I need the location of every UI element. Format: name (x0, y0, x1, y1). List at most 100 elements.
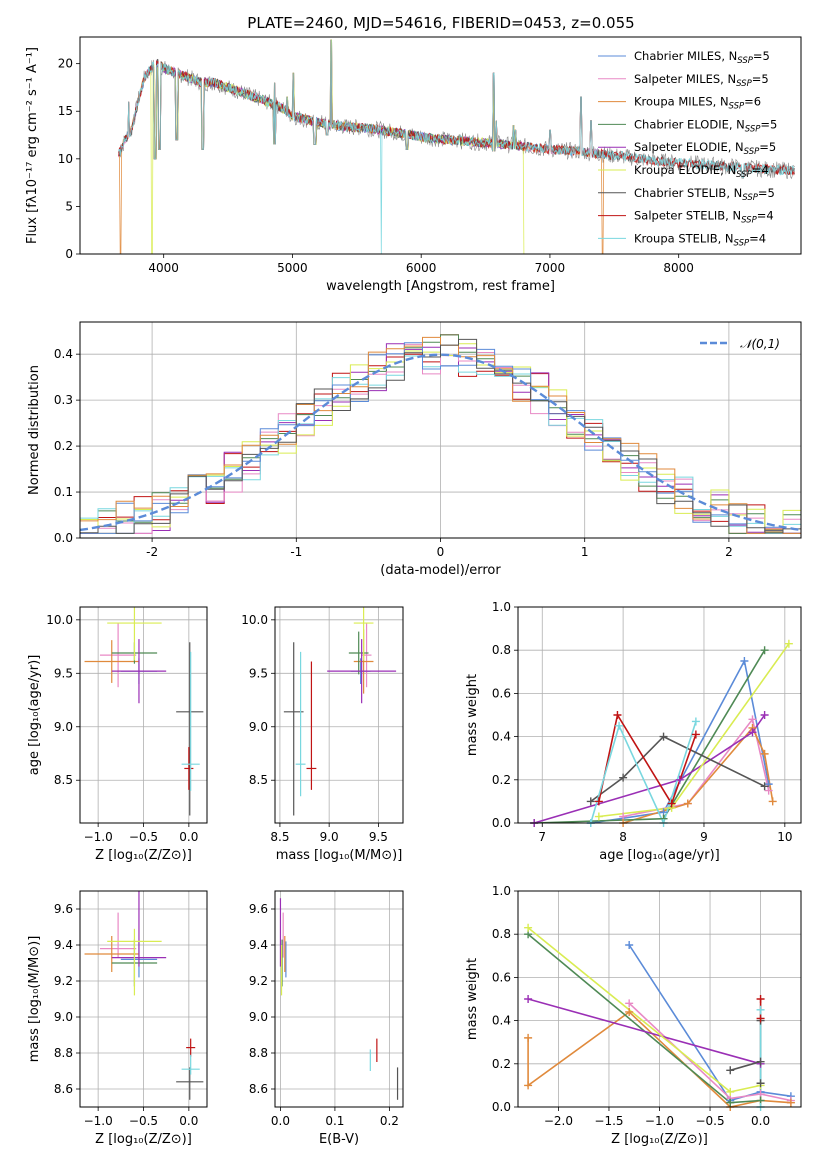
legend-entry: Kroupa STELIB, NSSP=4 (634, 231, 766, 248)
mass-weight-marker (594, 812, 603, 821)
axes-frame (79, 606, 208, 824)
legend-label-tail: =4 (752, 163, 769, 177)
y-axis-label: mass [log₁₀(M/M⊙)] (27, 936, 42, 1063)
x-tick-label: −1.0 (84, 1114, 113, 1128)
mass-weight-marker (760, 749, 769, 758)
plot-area (84, 607, 204, 816)
mass-weight-marker (760, 646, 769, 655)
legend-entry: Chabrier MILES, NSSP=5 (634, 49, 770, 66)
y-tick-label: 9.0 (249, 1010, 268, 1024)
mass-weight-line (527, 998, 761, 1065)
y-tick-label: 9.4 (249, 938, 268, 952)
model-spectrum-line (150, 39, 525, 254)
legend-entry: Kroupa MILES, NSSP=6 (634, 95, 761, 112)
x-tick-label: −1.0 (645, 1114, 674, 1128)
x-tick-label: 8 (619, 830, 627, 844)
mass-weight-marker (659, 732, 668, 741)
x-tick-label: −0.5 (695, 1114, 724, 1128)
mass-weight-marker (594, 797, 603, 806)
y-axis-label: age [log₁₀(age/yr)] (27, 655, 42, 776)
legend-label-main: Kroupa STELIB, N (634, 231, 734, 245)
x-tick-label: 4000 (148, 261, 179, 275)
x-tick-label: 0.1 (325, 1114, 344, 1128)
axes-frame (79, 36, 802, 255)
y-tick-label: 8.5 (249, 773, 268, 787)
mass-weight-marker (768, 797, 777, 806)
axes-frame (517, 890, 802, 1108)
legend-label-sub: SSP (729, 102, 745, 112)
x-axis-label: age [log₁₀(age/yr)] (599, 848, 720, 863)
x-tick-label: 0.0 (179, 1114, 198, 1128)
legend-label-sub: SSP (744, 147, 760, 157)
x-tick-label: 9 (700, 830, 708, 844)
mass-weight-line (590, 658, 770, 823)
mass-weight-line (590, 735, 765, 803)
y-tick-label: 9.5 (249, 666, 268, 680)
x-tick-label: 7 (538, 830, 546, 844)
x-tick-label: -2 (146, 545, 158, 559)
legend-label-sub: SSP (734, 238, 750, 248)
y-tick-label: 8.8 (54, 1046, 73, 1060)
residual-histogram-panel: -2 -1 0 1 2 0.0 0.1 0.2 0.3 0.4 (data-model)/error… (27, 321, 802, 578)
x-tick-label: 0.2 (380, 1114, 399, 1128)
figure-title: PLATE=2460, MJD=54616, FIBERID=0453, z=0… (247, 14, 634, 32)
y-tick-label: 0.2 (492, 1057, 511, 1071)
plot-area (118, 39, 795, 254)
legend-label-main: Chabrier ELODIE, N (634, 117, 745, 131)
axes-frame (79, 321, 802, 539)
legend-label-tail: =5 (759, 140, 776, 154)
mass-weight-marker (524, 1081, 533, 1090)
y-axis-label: mass weight (465, 674, 480, 756)
mass-weight-line (527, 1010, 791, 1107)
x-tick-label: 1 (581, 545, 589, 559)
mass-weight-marker (760, 711, 769, 719)
legend-label-tail: =4 (757, 209, 774, 223)
legend-label-tail: =6 (744, 95, 761, 109)
y-tick-label: 1.0 (492, 600, 511, 614)
x-tick-label: 5000 (277, 261, 308, 275)
x-tick-label: 9.5 (369, 830, 388, 844)
plot-area (84, 891, 204, 1100)
x-tick-label: 0.0 (271, 1114, 290, 1128)
y-tick-label: 0.1 (54, 485, 73, 499)
axes-frame (517, 606, 802, 824)
y-tick-label: 8.5 (54, 773, 73, 787)
plot-area (279, 898, 399, 1100)
x-axis-label: Z [log₁₀(Z/Z⊙)] (611, 1132, 708, 1147)
mass-weight-line (527, 927, 761, 1093)
mass-weight-vs-age-panel: 7 8 9 10 0.0 0.2 0.4 0.6 0.8 1.0 age [log₁₀(age/yr… (465, 600, 802, 863)
y-tick-label: 0.6 (492, 970, 511, 984)
legend-entry: Chabrier STELIB, NSSP=5 (634, 186, 775, 203)
mass-weight-marker (524, 995, 533, 1003)
age-vs-metallicity-panel: −1.0 −0.5 0.0 8.5 9.0 9.5 10.0 Z [log₁₀(Z/Z⊙)] a… (27, 606, 208, 863)
y-tick-label: 10 (58, 152, 73, 166)
mass-weight-marker (784, 639, 793, 648)
mass-weight-vs-metallicity-panel: −2.0 −1.5 −1.0 −0.5 0.0 0.0 0.2 0.4 0.6 0.8 1.0 Z [… (465, 884, 802, 1147)
legend-label-sub: SSP (737, 56, 753, 66)
legend-label-sub: SSP (741, 216, 757, 226)
plot-area (533, 643, 790, 823)
y-tick-label: 0.4 (54, 347, 73, 361)
legend-label-main: Chabrier MILES, N (634, 49, 737, 63)
y-tick-label: 0.8 (492, 927, 511, 941)
model-spectrum-line (118, 39, 795, 254)
normal-reference-curve (80, 353, 801, 532)
mass-weight-marker (675, 775, 684, 784)
mass-weight-marker (748, 715, 757, 724)
x-axis-label: wavelength [Angstrom, rest frame] (326, 279, 555, 294)
y-tick-label: 0.3 (54, 393, 73, 407)
y-tick-label: 0.2 (492, 773, 511, 787)
y-tick-label: 8.6 (54, 1082, 73, 1096)
mass-weight-marker (683, 799, 692, 808)
age-vs-mass-panel: 8.5 9.0 9.5 8.5 9.0 9.5 10.0 mass [log₁₀(M/M⊙)] (241, 606, 404, 863)
y-tick-label: 0.4 (492, 730, 511, 744)
y-tick-label: 10.0 (241, 613, 268, 627)
x-tick-label: 2 (725, 545, 733, 559)
mass-weight-line (533, 714, 766, 823)
x-tick-label: −0.5 (129, 830, 158, 844)
plot-area (80, 334, 801, 534)
y-tick-label: 9.6 (54, 902, 73, 916)
y-tick-label: 20 (58, 57, 73, 71)
y-tick-label: 9.4 (54, 938, 73, 952)
legend-label-main: Kroupa ELODIE, N (634, 163, 736, 177)
